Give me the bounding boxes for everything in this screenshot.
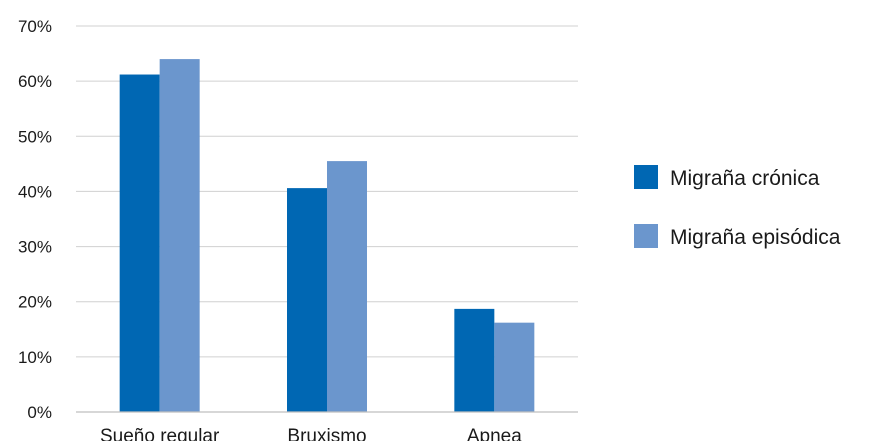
bar-cronica bbox=[454, 308, 495, 412]
bar-episodica bbox=[494, 322, 535, 412]
y-tick-label: 60% bbox=[18, 72, 52, 91]
bars bbox=[119, 59, 535, 413]
x-category-label: Apnea bbox=[467, 426, 522, 441]
y-tick-label: 30% bbox=[18, 238, 52, 257]
y-tick-label: 20% bbox=[18, 293, 52, 312]
bar-episodica bbox=[327, 161, 367, 412]
legend-swatch bbox=[634, 224, 658, 248]
legend-label: Migraña episódica bbox=[670, 226, 841, 249]
y-tick-label: 0% bbox=[27, 403, 52, 422]
bar-cronica bbox=[287, 188, 327, 412]
x-axis-categories: Sueño regular Bruxismo Apnea bbox=[100, 426, 522, 446]
y-tick-label: 40% bbox=[18, 182, 52, 201]
bar-cronica bbox=[119, 74, 160, 413]
x-category-label: Bruxismo bbox=[287, 426, 366, 441]
legend: Migraña crónica Migraña episódica bbox=[634, 165, 841, 249]
legend-swatch bbox=[634, 165, 658, 189]
bar-episodica bbox=[159, 59, 200, 412]
y-tick-label: 50% bbox=[18, 127, 52, 146]
y-tick-label: 10% bbox=[18, 348, 52, 367]
y-axis-ticks: 0% 10% 20% 30% 40% 50% 60% 70% bbox=[18, 17, 52, 422]
x-category-label: Sueño regular bbox=[100, 426, 220, 441]
y-tick-label: 70% bbox=[18, 17, 52, 36]
legend-label: Migraña crónica bbox=[670, 167, 820, 190]
